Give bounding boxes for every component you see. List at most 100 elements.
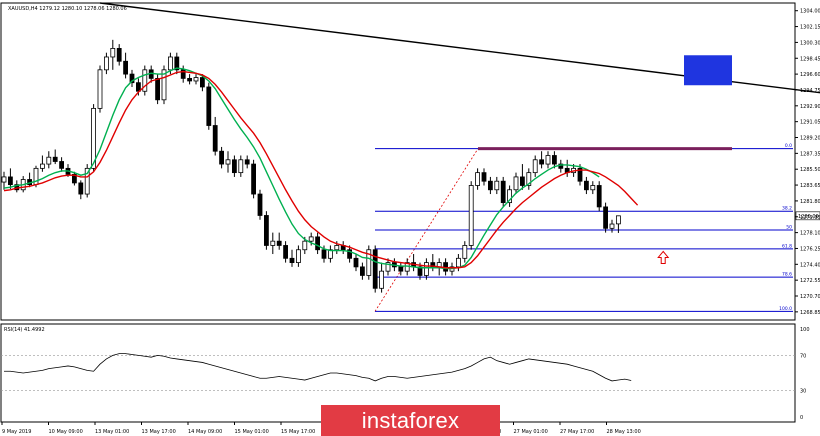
candle-body	[167, 56, 173, 71]
chart-header: XAUUSD,H4 1279.12 1280.10 1278.06 1280.0…	[8, 6, 127, 12]
price-axis-label: 1302.15	[800, 25, 820, 31]
candle-body	[513, 176, 519, 191]
candle-body	[257, 193, 263, 216]
logo-text: instaforex	[361, 408, 460, 433]
price-axis-label: 1281.80	[800, 199, 820, 205]
rsi-header: RSI(14) 41.4992	[4, 327, 45, 333]
price-axis-label: 1298.45	[800, 56, 820, 62]
candle-body	[231, 159, 237, 174]
candle-body	[263, 215, 269, 246]
rsi-axis-label: 0	[800, 415, 803, 421]
candle-body	[417, 266, 423, 276]
candle-body	[302, 240, 308, 251]
price-axis-label: 1292.90	[800, 104, 820, 110]
candle-body	[526, 172, 532, 186]
candle-body	[193, 77, 199, 82]
fib-level-label: 61.8	[782, 243, 792, 249]
fib-level-label: 50	[786, 225, 792, 231]
candle-body	[289, 257, 295, 263]
candle-body	[129, 73, 135, 84]
moving-average-line	[3, 70, 639, 269]
candle-body	[481, 172, 487, 182]
candle-body	[327, 249, 333, 259]
candle-body	[385, 262, 391, 272]
candle-body	[577, 167, 583, 182]
target-box	[684, 55, 732, 86]
price-axis-label: 1274.40	[800, 262, 820, 268]
candle-body	[347, 249, 353, 259]
candle-body	[97, 69, 103, 109]
price-axis-label: 1291.05	[800, 120, 820, 126]
candle-body	[616, 215, 621, 225]
price-axis-label: 1279.95	[800, 215, 820, 221]
price-axis-label: 1272.55	[800, 278, 820, 284]
candle-body	[206, 86, 212, 126]
time-axis-label: 27 May 01:00	[514, 429, 548, 435]
rsi-axis-label: 100	[800, 327, 810, 333]
candle-body	[174, 56, 180, 71]
candle-body	[353, 257, 359, 268]
moving-average-line	[3, 67, 600, 270]
candle-body	[532, 159, 538, 174]
candle-body	[199, 77, 205, 88]
rsi-axis-label: 70	[800, 353, 806, 359]
candle-body	[91, 107, 96, 169]
price-axis-label: 1285.50	[800, 167, 820, 173]
candle-body	[308, 236, 314, 242]
candle-body	[46, 156, 52, 165]
price-axis-label: 1276.25	[800, 246, 820, 252]
time-axis-label: 15 May 01:00	[235, 429, 269, 435]
price-axis-label: 1268.85	[800, 310, 820, 316]
last-price-tag	[795, 211, 820, 221]
price-axis-label: 1289.20	[800, 136, 820, 142]
candle-body	[321, 249, 327, 259]
candle-body	[455, 257, 461, 268]
candle-body	[398, 266, 404, 272]
candle-body	[539, 159, 544, 165]
candle-body	[283, 245, 289, 259]
resistance-zone	[478, 147, 732, 151]
candle-body	[507, 189, 513, 204]
time-axis-label: 28 May 13:00	[607, 429, 641, 435]
candle-body	[584, 180, 589, 191]
candle-body	[468, 185, 474, 246]
candle-body	[494, 180, 500, 191]
candle-body	[180, 69, 186, 79]
candle-body	[225, 159, 231, 165]
candle-body	[558, 163, 564, 169]
candle-body	[596, 185, 602, 208]
main-plot-frame	[0, 2, 796, 321]
candle-body	[142, 69, 148, 92]
candle-body	[251, 163, 257, 195]
rsi-axis-label: 30	[800, 389, 806, 395]
fib-level-label: 0.0	[785, 143, 792, 149]
candle-body	[7, 176, 13, 186]
candle-body	[155, 77, 161, 101]
candle-body	[500, 180, 506, 204]
price-axis-label: 1270.70	[800, 294, 820, 300]
candle-body	[295, 249, 301, 263]
last-price-label: 1280.06	[798, 214, 819, 220]
fib-level-label: 100.0	[779, 306, 792, 312]
candle-body	[334, 245, 340, 251]
candle-body	[359, 266, 365, 276]
candle-body	[104, 56, 109, 71]
time-axis-label: 9 May 2019	[2, 429, 31, 435]
time-axis-label: 10 May 09:00	[49, 429, 83, 435]
candle-body	[187, 77, 193, 82]
time-axis-label: 13 May 17:00	[142, 429, 176, 435]
candle-body	[161, 69, 167, 101]
price-axis-label: 1287.35	[800, 151, 820, 157]
candle-body	[603, 206, 608, 229]
candle-body	[520, 176, 525, 186]
price-axis-label: 1278.10	[800, 231, 820, 237]
candle-body	[487, 180, 493, 191]
rsi-line	[4, 353, 632, 382]
candle-body	[1, 176, 7, 183]
candle-body	[590, 185, 596, 191]
price-axis-label: 1296.60	[800, 72, 820, 78]
price-axis-label: 1300.30	[800, 40, 820, 46]
candle-body	[372, 249, 378, 289]
